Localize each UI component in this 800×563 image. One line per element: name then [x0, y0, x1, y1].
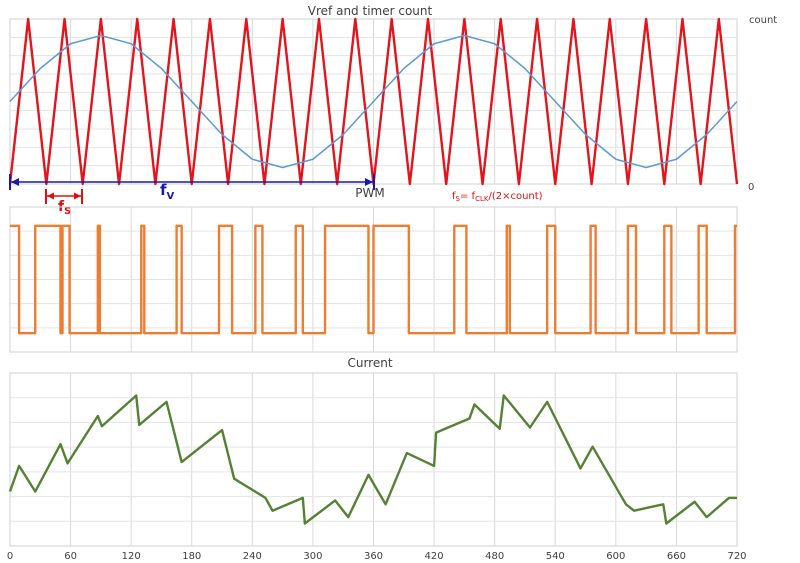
fs-left-arrow — [47, 192, 54, 200]
x-tick-label: 240 — [243, 551, 262, 562]
zero-axis-label: 0 — [748, 182, 754, 193]
x-tick-label: 0 — [7, 551, 13, 562]
pwm-panel: PWM — [9, 186, 738, 353]
x-tick-label: 120 — [122, 551, 141, 562]
current-title: Current — [347, 356, 392, 370]
current-panel: Current 0 60 120 180 240 300 360 420 480 540 600 66… — [7, 356, 747, 562]
vref-timer-title: Vref and timer count — [308, 4, 433, 18]
fs-right-arrow — [74, 192, 81, 200]
fs-label: fS — [58, 199, 71, 217]
pwm-title: PWM — [355, 186, 384, 200]
fs-formula: fS= fCLK/(2×count) — [452, 191, 543, 203]
current-grid — [9, 372, 738, 547]
fv-label: fV — [160, 181, 175, 202]
x-tick-label: 660 — [667, 551, 686, 562]
x-tick-label: 360 — [364, 551, 383, 562]
x-tick-label: 540 — [546, 551, 565, 562]
current-line — [8, 394, 737, 525]
vref-timer-panel: Vref and timer count count 0 fV fS fS= f… — [8, 4, 777, 217]
x-tick-label: 480 — [485, 551, 504, 562]
x-tick-label: 600 — [606, 551, 625, 562]
x-axis-ticks: 0 60 120 180 240 300 360 420 480 540 600 660 720 — [7, 551, 747, 562]
vref-sine-line — [9, 34, 738, 169]
count-axis-label: count — [749, 15, 777, 26]
current-series — [8, 394, 737, 525]
pwm-series — [10, 224, 737, 335]
fv-right-arrow — [365, 178, 373, 186]
x-tick-label: 300 — [303, 551, 322, 562]
fv-left-arrow — [11, 178, 19, 186]
vref-timer-grid — [9, 18, 738, 185]
x-tick-label: 720 — [727, 551, 746, 562]
x-tick-label: 60 — [64, 551, 77, 562]
pwm-line — [10, 224, 737, 335]
x-tick-label: 180 — [182, 551, 201, 562]
x-tick-label: 420 — [425, 551, 444, 562]
frequency-annotations: fV fS fS= fCLK/(2×count) — [9, 174, 543, 217]
